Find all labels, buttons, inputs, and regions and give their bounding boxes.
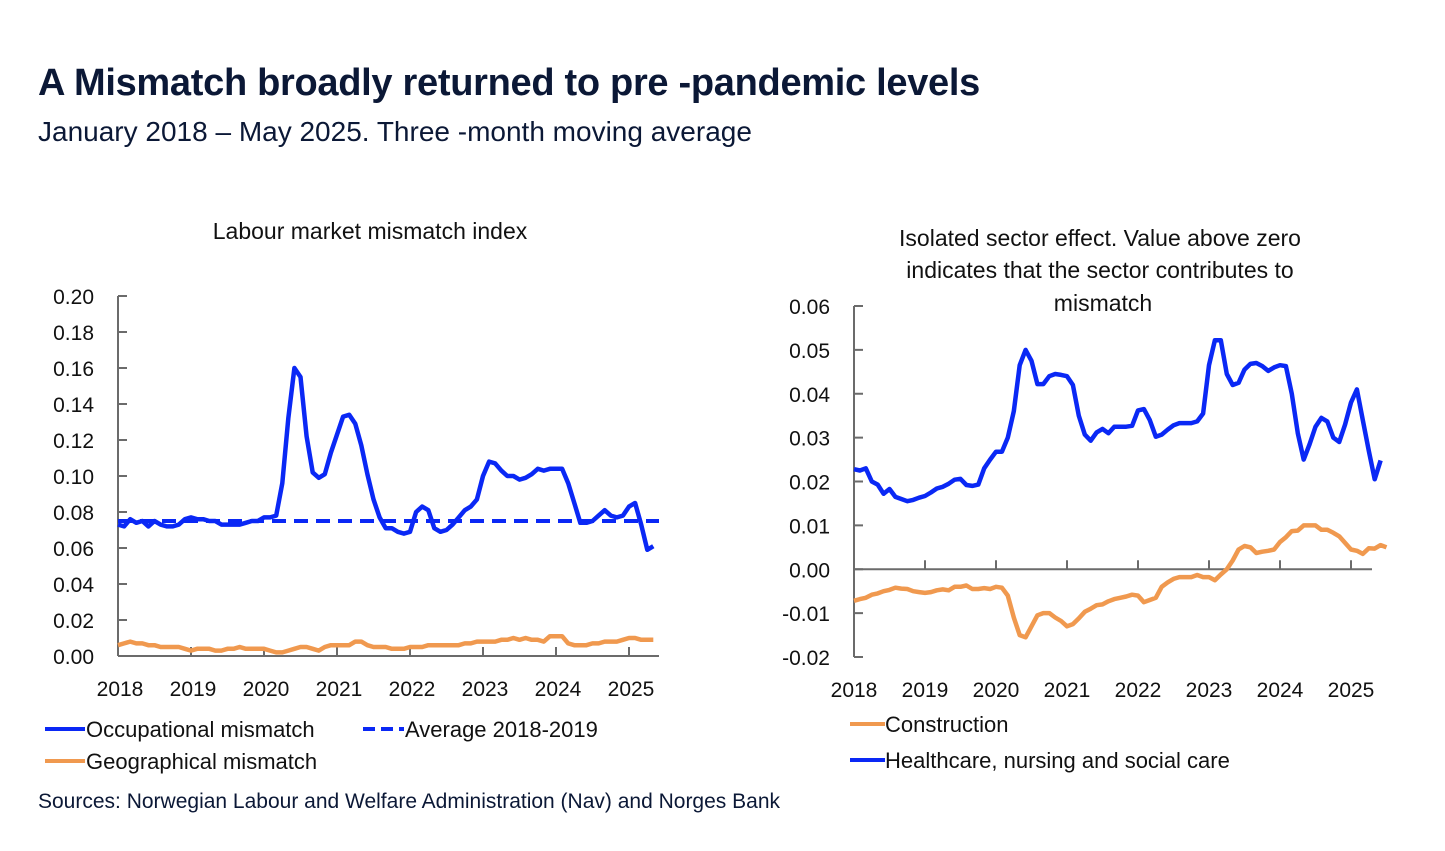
y-tick-label: 0.00 <box>789 559 830 582</box>
page-subtitle: January 2018 – May 2025. Three -month mo… <box>38 116 752 147</box>
sources-note: Sources: Norwegian Labour and Welfare Ad… <box>38 790 780 813</box>
y-tick-label: -0.01 <box>782 603 830 626</box>
y-tick-label: 0.16 <box>53 358 94 381</box>
x-tick-label: 2019 <box>902 679 949 702</box>
y-tick-label: 0.08 <box>53 502 94 525</box>
left-x-axis: 2018 2019 2020 2021 2022 2023 2024 2025 <box>97 647 659 701</box>
y-tick-label: 0.04 <box>789 384 830 407</box>
legend-construction: Construction <box>885 712 1009 737</box>
x-tick-label: 2023 <box>462 678 509 701</box>
y-tick-label: 0.04 <box>53 574 94 597</box>
legend-occupational: Occupational mismatch <box>86 717 315 742</box>
y-tick-label: 0.18 <box>53 322 94 345</box>
y-tick-label: 0.02 <box>789 472 830 495</box>
left-legend: Occupational mismatch Average 2018-2019 … <box>45 717 598 774</box>
series-geographical-mismatch <box>117 633 654 655</box>
page-title: A Mismatch broadly returned to pre -pand… <box>38 62 980 104</box>
left-y-axis: 0.20 0.18 0.16 0.14 0.12 0.10 0.08 0.06 0.04 0.02… <box>53 286 127 669</box>
right-series <box>853 337 1388 640</box>
left-chart: Labour market mismatch index 0.20 0.18 0.1… <box>45 218 659 774</box>
y-tick-label: 0.01 <box>789 515 830 538</box>
x-tick-label: 2021 <box>316 678 363 701</box>
x-tick-label: 2025 <box>1328 679 1375 702</box>
x-tick-label: 2018 <box>97 678 144 701</box>
y-tick-label: 0.06 <box>789 296 830 319</box>
series-construction <box>853 523 1388 640</box>
right-chart-title-line3: mismatch <box>1054 290 1152 316</box>
legend-average: Average 2018-2019 <box>405 717 598 742</box>
right-x-axis: 2018 2019 2020 2021 2022 2023 2024 2025 <box>831 560 1375 702</box>
x-tick-label: 2018 <box>831 679 878 702</box>
x-tick-label: 2020 <box>973 679 1020 702</box>
x-tick-label: 2023 <box>1186 679 1233 702</box>
y-tick-label: 0.20 <box>53 286 94 309</box>
y-tick-label: 0.03 <box>789 428 830 451</box>
y-tick-label: 0.06 <box>53 538 94 561</box>
y-tick-label: 0.12 <box>53 430 94 453</box>
x-tick-label: 2022 <box>389 678 436 701</box>
right-y-axis: 0.06 0.05 0.04 0.03 0.02 0.01 0.00 -0.01 -0.02 <box>782 296 863 670</box>
x-tick-label: 2024 <box>1257 679 1304 702</box>
right-legend: Construction Healthcare, nursing and soc… <box>850 712 1230 773</box>
x-tick-label: 2019 <box>170 678 217 701</box>
y-tick-label: 0.00 <box>53 646 94 669</box>
x-tick-label: 2020 <box>243 678 290 701</box>
right-chart-title-line2: indicates that the sector contributes to <box>906 257 1293 283</box>
right-chart-title-line1: Isolated sector effect. Value above zero <box>899 225 1301 251</box>
y-tick-label: 0.10 <box>53 466 94 489</box>
series-healthcare-nursing-and-social-care <box>853 337 1383 504</box>
legend-healthcare: Healthcare, nursing and social care <box>885 748 1230 773</box>
legend-geographical: Geographical mismatch <box>86 749 317 774</box>
x-tick-label: 2024 <box>535 678 582 701</box>
x-tick-label: 2021 <box>1044 679 1091 702</box>
y-tick-label: -0.02 <box>782 647 830 670</box>
left-chart-title: Labour market mismatch index <box>213 218 528 244</box>
x-tick-label: 2022 <box>1115 679 1162 702</box>
y-tick-label: 0.05 <box>789 340 830 363</box>
y-tick-label: 0.02 <box>53 610 94 633</box>
right-chart: Isolated sector effect. Value above zero… <box>782 225 1388 773</box>
y-tick-label: 0.14 <box>53 394 94 417</box>
x-tick-label: 2025 <box>608 678 655 701</box>
left-series <box>117 365 659 655</box>
